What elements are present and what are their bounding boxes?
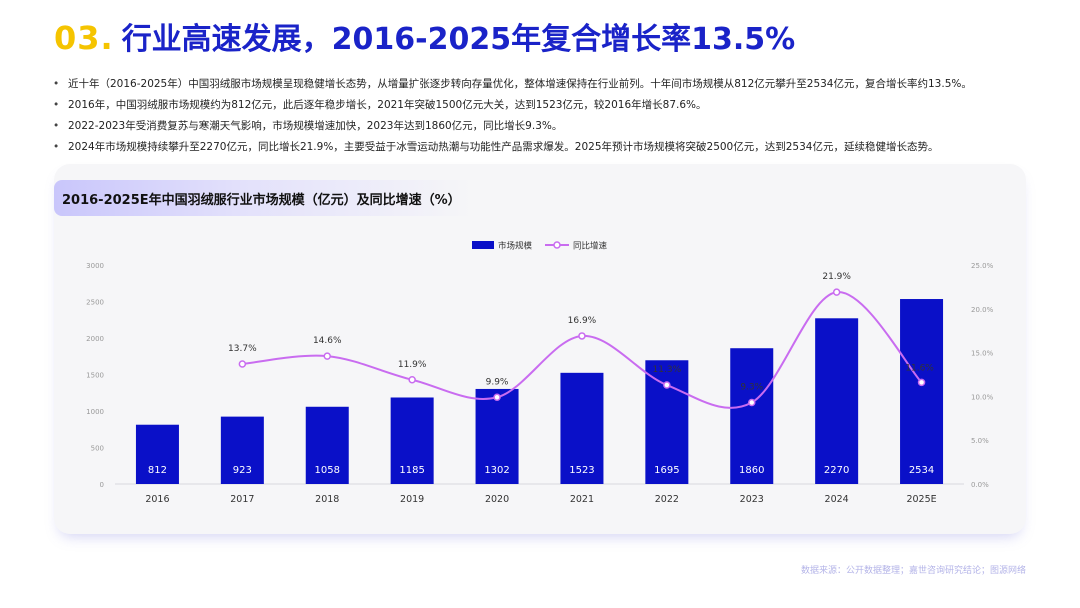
x-tick-label: 2024 (825, 494, 849, 505)
y-right-tick-label: 5.0% (971, 437, 989, 445)
growth-point (493, 393, 501, 402)
y-left-tick-label: 500 (91, 445, 104, 453)
bar-value-label: 1185 (399, 465, 424, 476)
bar (560, 372, 604, 484)
legend-label: 同比增速 (573, 241, 608, 252)
growth-point (408, 376, 416, 384)
growth-point (578, 332, 586, 340)
bar (645, 360, 689, 484)
x-tick-label: 2023 (740, 494, 764, 505)
y-left-tick-label: 2500 (86, 299, 104, 307)
x-tick-label: 2025E (906, 494, 936, 505)
growth-value-label: 11.3% (653, 365, 682, 375)
x-tick-label: 2016 (145, 494, 169, 505)
y-right-tick-label: 15.0% (971, 350, 994, 358)
y-right-tick-label: 10.0% (971, 393, 994, 401)
y-left-tick-label: 3000 (86, 262, 104, 270)
bar (220, 416, 264, 484)
y-left-tick-label: 2000 (86, 335, 104, 343)
section-title: 行业高速发展，2016-2025年复合增长率13.5% (121, 22, 796, 57)
data-source-note: 数据来源：公开数据整理；嘉世咨询研究结论；图源网络 (800, 566, 1026, 576)
y-right-tick-label: 25.0% (971, 262, 994, 270)
page-title: 03. 行业高速发展，2016-2025年复合增长率13.5% (54, 14, 795, 64)
growth-line (242, 291, 923, 409)
growth-point (917, 378, 926, 387)
legend-swatch-bar (472, 241, 494, 249)
y-left-tick-label: 0 (100, 481, 104, 489)
growth-point (832, 288, 841, 296)
bar-value-label: 1302 (484, 465, 509, 476)
bar-value-label: 812 (148, 465, 167, 476)
summary-item: 2016年，中国羽绒服市场规模约为812亿元，此后逐年稳步增长，2021年突破1… (48, 95, 1058, 116)
summary-item: 2022-2023年受消费复苏与寒潮天气影响，市场规模增速加快，2023年达到1… (48, 116, 1058, 137)
x-tick-label: 2021 (570, 494, 594, 505)
growth-point (238, 360, 247, 368)
growth-value-label: 9.9% (486, 377, 509, 387)
growth-value-label: 14.6% (313, 336, 342, 346)
bar-value-label: 1695 (654, 465, 679, 476)
x-tick-label: 2017 (230, 494, 254, 505)
y-right-tick-label: 0.0% (971, 481, 989, 489)
growth-value-label: 13.7% (228, 344, 257, 354)
bar-value-label: 1523 (569, 465, 594, 476)
growth-value-label: 11.9% (398, 360, 427, 370)
combo-chart: 0 500 1000 1500 2000 2500 3000 0.0% 5.0% 10.0% 15.… (86, 241, 994, 506)
y-right-tick-label: 20.0% (971, 306, 994, 314)
growth-point (748, 398, 756, 407)
summary-list: 近十年（2016-2025年）中国羽绒服市场规模呈现稳健增长态势，从增量扩张逐步… (48, 74, 1058, 158)
bar-value-label: 1058 (315, 465, 340, 476)
growth-value-label: 11.6% (905, 363, 934, 373)
growth-value-label: 21.9% (822, 272, 851, 282)
summary-item: 2024年市场规模持续攀升至2270亿元，同比增长21.9%，主要受益于冰雪运动… (48, 137, 1058, 158)
bar-value-label: 2270 (824, 465, 849, 476)
bar (730, 348, 774, 484)
chart-title: 2016-2025E年中国羽绒服行业市场规模（亿元）及同比增速（%） (54, 180, 474, 216)
x-tick-label: 2019 (400, 494, 424, 505)
legend-swatch-marker (553, 241, 561, 249)
bar (390, 397, 434, 484)
bar (305, 406, 349, 484)
growth-value-label: 9.3% (740, 383, 763, 393)
x-tick-label: 2020 (485, 494, 509, 505)
summary-item: 近十年（2016-2025年）中国羽绒服市场规模呈现稳健增长态势，从增量扩张逐步… (48, 74, 1058, 95)
bar (900, 299, 944, 484)
bar (475, 388, 519, 484)
bar (135, 424, 179, 484)
section-number: 03. (54, 19, 114, 57)
x-tick-label: 2022 (655, 494, 679, 505)
bar (815, 318, 859, 484)
x-tick-label: 2018 (315, 494, 339, 505)
growth-point (663, 381, 671, 389)
chart-panel: 2016-2025E年中国羽绒服行业市场规模（亿元）及同比增速（%） 0 500 1… (54, 164, 1026, 534)
bar-value-label: 2534 (909, 465, 934, 476)
y-left-tick-label: 1500 (86, 372, 104, 380)
growth-point (323, 352, 331, 360)
growth-value-label: 16.9% (568, 316, 597, 326)
bar-value-label: 923 (233, 465, 252, 476)
legend-label: 市场规模 (498, 241, 533, 252)
bar-value-label: 1860 (739, 465, 764, 476)
y-left-tick-label: 1000 (86, 408, 104, 416)
